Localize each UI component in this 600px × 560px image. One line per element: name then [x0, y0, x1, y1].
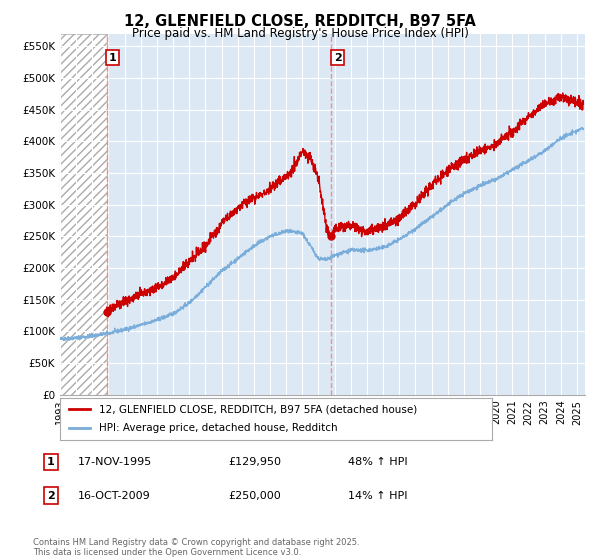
Text: Contains HM Land Registry data © Crown copyright and database right 2025.
This d: Contains HM Land Registry data © Crown c…: [33, 538, 359, 557]
Text: HPI: Average price, detached house, Redditch: HPI: Average price, detached house, Redd…: [99, 423, 338, 433]
Text: 2: 2: [334, 53, 341, 63]
Text: 1: 1: [109, 53, 116, 63]
Text: 12, GLENFIELD CLOSE, REDDITCH, B97 5FA: 12, GLENFIELD CLOSE, REDDITCH, B97 5FA: [124, 14, 476, 29]
Text: 2: 2: [47, 491, 55, 501]
Text: Price paid vs. HM Land Registry's House Price Index (HPI): Price paid vs. HM Land Registry's House …: [131, 27, 469, 40]
Text: £129,950: £129,950: [228, 457, 281, 467]
Text: 48% ↑ HPI: 48% ↑ HPI: [348, 457, 407, 467]
Text: 16-OCT-2009: 16-OCT-2009: [78, 491, 151, 501]
Bar: [60, 34, 107, 395]
Text: 12, GLENFIELD CLOSE, REDDITCH, B97 5FA (detached house): 12, GLENFIELD CLOSE, REDDITCH, B97 5FA (…: [99, 404, 417, 414]
Text: £250,000: £250,000: [228, 491, 281, 501]
Text: 1: 1: [47, 457, 55, 467]
Text: 17-NOV-1995: 17-NOV-1995: [78, 457, 152, 467]
Text: 14% ↑ HPI: 14% ↑ HPI: [348, 491, 407, 501]
